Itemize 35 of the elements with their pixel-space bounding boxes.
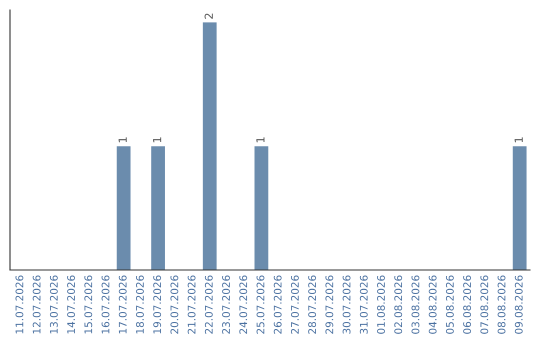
x-tick-label: 14.07.2026	[67, 276, 76, 334]
x-tick-label: 16.07.2026	[102, 276, 110, 334]
x-tick-label: 08.08.2026	[498, 276, 506, 334]
x-tick-label: 30.07.2026	[342, 276, 351, 334]
x-tick-label: 11.07.2026	[15, 276, 24, 334]
data-label: 1	[118, 137, 127, 142]
x-tick-label: 15.07.2026	[84, 276, 92, 334]
x-tick-label: 22.07.2026	[204, 276, 213, 334]
x-tick-label: 06.08.2026	[463, 276, 472, 334]
x-tick-label: 26.07.2026	[274, 276, 282, 334]
x-tick-label: 17.07.2026	[118, 276, 127, 334]
x-tick-label: 09.08.2026	[514, 276, 523, 334]
data-label: 1	[514, 137, 523, 142]
x-tick-label: 03.08.2026	[412, 276, 420, 334]
x-tick-label: 24.07.2026	[239, 276, 248, 334]
x-tick-label: 19.07.2026	[153, 276, 162, 334]
x-tick-label: 13.07.2026	[50, 276, 58, 334]
x-tick-label: 12.07.2026	[32, 276, 41, 334]
data-label: 1	[153, 137, 162, 142]
x-tick-label: 31.07.2026	[360, 276, 368, 334]
data-label: 1	[256, 137, 264, 142]
data-label: 2	[204, 14, 213, 19]
x-tick-label: 21.07.2026	[188, 276, 196, 334]
x-tick-label: 20.07.2026	[170, 276, 178, 334]
x-tick-label: 28.07.2026	[308, 276, 316, 334]
x-tick-label: 02.08.2026	[394, 276, 402, 334]
x-tick-label: 05.08.2026	[446, 276, 454, 334]
x-tick-label: 27.07.2026	[290, 276, 299, 334]
x-tick-label: 07.08.2026	[480, 276, 488, 334]
x-tick-label: 29.07.2026	[325, 276, 334, 334]
x-tick-label: 23.07.2026	[222, 276, 230, 334]
x-tick-label: 04.08.2026	[428, 276, 437, 334]
x-tick-label: 25.07.2026	[256, 276, 264, 334]
x-tick-label: 01.08.2026	[377, 276, 385, 334]
x-tick-label: 18.07.2026	[136, 276, 144, 334]
